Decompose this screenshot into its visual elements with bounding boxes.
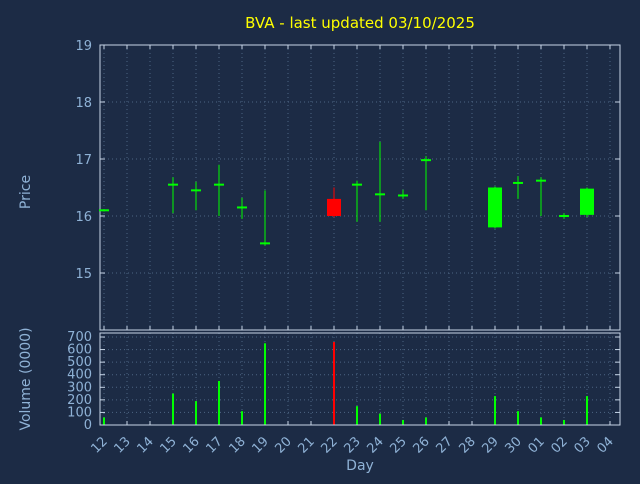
candle-17 — [214, 164, 224, 216]
volume-tick-label: 700 — [67, 330, 92, 345]
candle-25 — [398, 189, 408, 199]
candle-15 — [168, 177, 178, 214]
x-tick-label: 27 — [434, 434, 456, 456]
price-tick-label: 16 — [75, 210, 92, 225]
volume-tick-label: 500 — [67, 355, 92, 370]
x-tick-label: 01 — [526, 434, 548, 456]
price-tick-label: 17 — [75, 153, 92, 168]
candle-29 — [488, 186, 502, 229]
candle-23 — [352, 180, 362, 222]
x-tick-label: 15 — [158, 434, 180, 456]
candle-16 — [191, 181, 201, 211]
volume-tick-label: 200 — [67, 393, 92, 408]
volume-tick-label: 0 — [84, 418, 92, 433]
x-tick-label: 21 — [296, 434, 318, 456]
candle-30 — [513, 176, 523, 199]
x-tick-label: 19 — [250, 434, 272, 456]
volume-tick-label: 600 — [67, 343, 92, 358]
x-tick-label: 22 — [319, 434, 341, 456]
candle-03 — [580, 187, 594, 218]
x-tick-label: 16 — [181, 434, 203, 456]
price-tick-label: 18 — [75, 96, 92, 111]
x-tick-label: 13 — [112, 434, 134, 456]
candle-19 — [260, 190, 270, 246]
volume-axis-label: Volume (0000) — [18, 327, 34, 430]
x-tick-label: 25 — [388, 434, 410, 456]
x-tick-label: 29 — [480, 434, 502, 456]
price-tick-label: 19 — [75, 39, 92, 54]
x-tick-label: 04 — [595, 434, 617, 456]
candle-22 — [327, 187, 341, 218]
x-tick-label: 26 — [411, 434, 433, 456]
volume-panel-frame — [99, 332, 621, 426]
price-axis-label: Price — [18, 175, 34, 209]
x-tick-label: 17 — [204, 434, 226, 456]
x-tick-label: 03 — [572, 434, 594, 456]
x-tick-label: 12 — [89, 434, 111, 456]
volume-tick-label: 400 — [67, 368, 92, 383]
candle-18 — [237, 197, 247, 219]
chart-title: BVA - last updated 03/10/2025 — [245, 14, 475, 32]
x-tick-label: 23 — [342, 434, 364, 456]
candle-24 — [375, 141, 385, 222]
volume-tick-label: 300 — [67, 380, 92, 395]
price-tick-label: 15 — [75, 267, 92, 282]
candle-12 — [99, 209, 109, 212]
x-tick-label: 02 — [549, 434, 571, 456]
x-tick-label: 24 — [365, 434, 387, 456]
grid-lines — [100, 44, 620, 426]
price-panel-frame — [99, 44, 621, 331]
x-tick-label: 30 — [503, 434, 525, 456]
x-tick-label: 14 — [135, 434, 157, 456]
chart-series — [99, 141, 594, 425]
x-tick-label: 20 — [273, 434, 295, 456]
candle-02 — [559, 213, 569, 219]
day-axis-label: Day — [346, 458, 374, 474]
x-tick-label: 28 — [457, 434, 479, 456]
candle-26 — [421, 156, 431, 211]
volume-tick-label: 100 — [67, 405, 92, 420]
x-tick-label: 18 — [227, 434, 249, 456]
candle-01 — [536, 177, 546, 216]
